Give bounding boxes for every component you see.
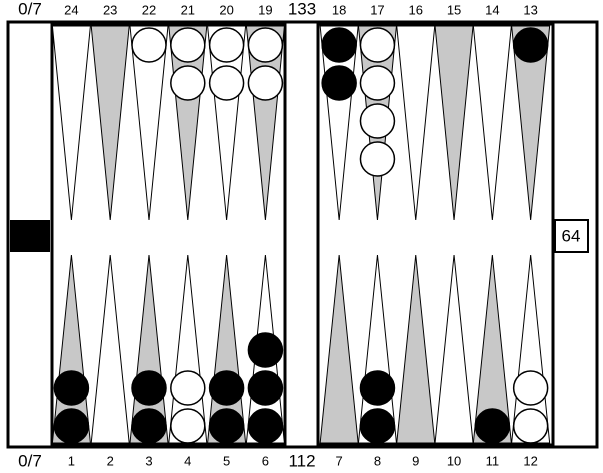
- white-checker: [170, 370, 206, 406]
- black-checker: [247, 332, 284, 368]
- point-triangle: [434, 25, 474, 221]
- black-checker: [359, 408, 396, 444]
- white-checker: [359, 141, 396, 177]
- point-label: 21: [181, 2, 195, 17]
- point-triangle: [90, 25, 130, 221]
- cube-value: 64: [562, 226, 581, 245]
- black-checker: [247, 408, 284, 444]
- black-checker: [359, 370, 396, 406]
- white-checker: [208, 65, 245, 101]
- point-triangle: [396, 25, 436, 221]
- white-checker: [359, 65, 396, 101]
- point-label: 10: [447, 453, 461, 468]
- black-checker: [208, 408, 245, 444]
- point-triangle: [396, 254, 436, 444]
- top-left-score: 0/7: [18, 0, 42, 18]
- point-triangle: [319, 254, 359, 444]
- point-label: 5: [223, 453, 230, 468]
- point-label: 8: [374, 453, 381, 468]
- bottom-left-score: 0/7: [18, 451, 42, 470]
- white-checker: [359, 27, 396, 63]
- point-label: 24: [64, 2, 78, 17]
- black-checker: [53, 408, 90, 444]
- point-label: 23: [103, 2, 117, 17]
- point-triangle: [511, 25, 551, 221]
- black-checker: [321, 65, 357, 101]
- point-triangle: [90, 254, 130, 444]
- point-label: 12: [523, 453, 537, 468]
- point-label: 4: [184, 453, 191, 468]
- point-triangle: [434, 254, 474, 444]
- point-label: 22: [142, 2, 156, 17]
- point-label: 11: [486, 453, 500, 468]
- black-checker: [474, 408, 511, 444]
- white-checker: [131, 27, 167, 63]
- white-checker: [170, 65, 206, 101]
- white-checker: [359, 103, 396, 139]
- point-triangle: [129, 25, 169, 221]
- point-triangle: [472, 25, 512, 221]
- black-checker: [53, 370, 90, 406]
- point-label: 2: [107, 453, 114, 468]
- doubling-cube: [554, 219, 589, 253]
- point-triangle: [51, 25, 91, 221]
- point-label: 15: [447, 2, 461, 17]
- black-checker: [321, 27, 357, 63]
- point-label: 17: [370, 2, 384, 17]
- bottom-pip-count: 112: [288, 451, 315, 470]
- black-checker: [247, 370, 284, 406]
- white-checker: [170, 27, 206, 63]
- black-checker: [131, 408, 167, 444]
- white-checker: [512, 370, 549, 406]
- white-checker: [247, 65, 284, 101]
- point-label: 7: [336, 453, 343, 468]
- right-half: [316, 22, 555, 447]
- black-checker: [208, 370, 245, 406]
- point-label: 19: [258, 2, 272, 17]
- point-label: 13: [523, 2, 537, 17]
- left-half: [50, 22, 287, 447]
- top-pip-count: 133: [288, 0, 316, 18]
- black-checker: [512, 27, 549, 63]
- home-marker: [10, 220, 50, 252]
- white-checker: [512, 408, 549, 444]
- point-label: 6: [262, 453, 269, 468]
- black-checker: [131, 370, 167, 406]
- point-label: 14: [485, 2, 499, 17]
- white-checker: [170, 408, 206, 444]
- white-checker: [208, 27, 245, 63]
- point-label: 9: [412, 453, 419, 468]
- point-label: 3: [145, 453, 152, 468]
- point-label: 16: [409, 2, 423, 17]
- white-checker: [247, 27, 284, 63]
- point-label: 18: [332, 2, 346, 17]
- point-label: 20: [219, 2, 233, 17]
- point-label: 1: [68, 453, 75, 468]
